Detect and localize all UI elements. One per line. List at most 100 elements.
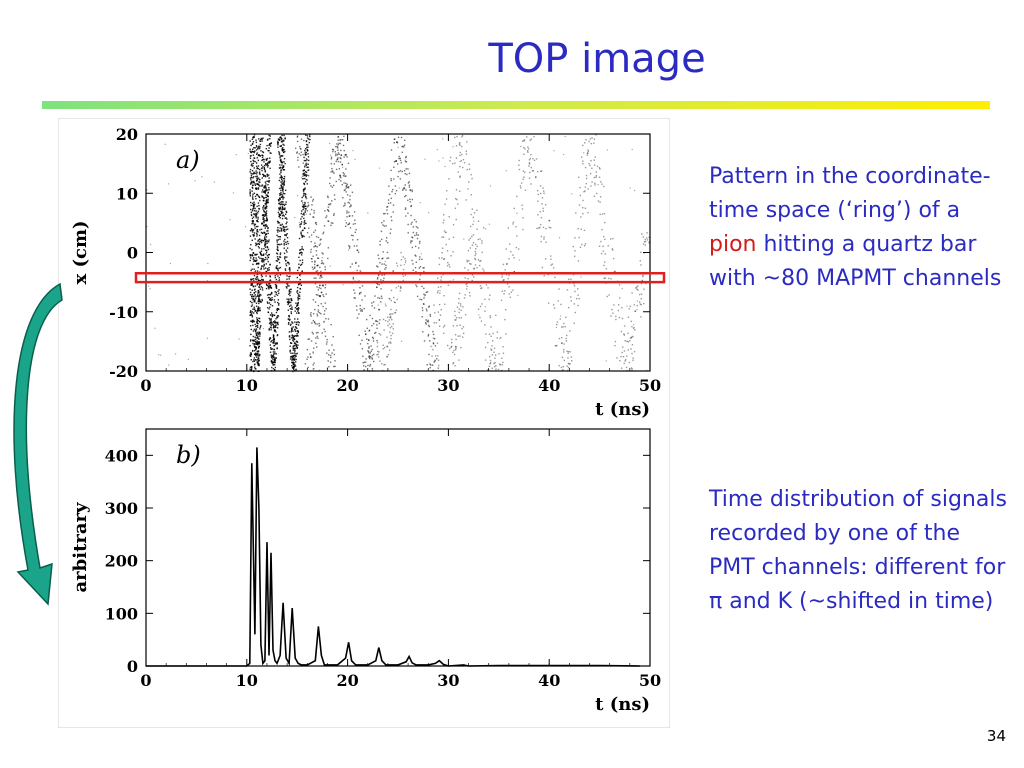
noise-point xyxy=(329,265,331,267)
scatter-point xyxy=(268,134,270,137)
scatter-point xyxy=(462,158,465,161)
scatter-point xyxy=(313,277,315,279)
scatter-point xyxy=(266,157,269,160)
scatter-point xyxy=(427,324,430,327)
scatter-point xyxy=(339,175,342,178)
scatter-point xyxy=(251,190,253,192)
scatter-point xyxy=(322,284,324,286)
scatter-point xyxy=(412,269,415,271)
scatter-point xyxy=(249,171,251,173)
scatter-point xyxy=(405,155,407,158)
scatter-point xyxy=(291,367,294,369)
scatter-point xyxy=(255,175,257,178)
scatter-point xyxy=(260,240,262,243)
scatter-point xyxy=(465,314,467,316)
scatter-point xyxy=(293,335,296,338)
scatter-point xyxy=(390,216,392,218)
scatter-point xyxy=(259,299,261,301)
scatter-point xyxy=(277,141,279,144)
scatter-point xyxy=(283,144,285,146)
scatter-point xyxy=(329,177,331,179)
scatter-point xyxy=(403,170,406,172)
scatter-point xyxy=(380,279,382,281)
scatter-point xyxy=(269,276,272,278)
scatter-point xyxy=(305,140,308,143)
scatter-point xyxy=(293,369,296,372)
scatter-point xyxy=(564,325,566,328)
scatter-point xyxy=(266,268,269,270)
scatter-point xyxy=(423,267,425,269)
scatter-point xyxy=(278,258,280,260)
scatter-point xyxy=(264,244,267,246)
scatter-point xyxy=(300,284,303,287)
scatter-point xyxy=(429,315,432,317)
scatter-point xyxy=(440,276,443,278)
scatter-point xyxy=(459,175,462,177)
scatter-point xyxy=(404,274,407,276)
scatter-point xyxy=(642,274,644,277)
scatter-point xyxy=(276,241,278,243)
scatter-point xyxy=(330,171,332,173)
scatter-point xyxy=(319,295,322,297)
scatter-point xyxy=(270,318,272,320)
scatter-point xyxy=(438,263,441,266)
scatter-point xyxy=(257,183,260,185)
scatter-point xyxy=(299,224,301,226)
scatter-point xyxy=(277,140,279,143)
scatter-point xyxy=(410,204,413,207)
scatter-point xyxy=(249,168,252,171)
scatter-point xyxy=(472,242,475,244)
noise-point xyxy=(262,327,265,330)
scatter-point xyxy=(251,142,254,145)
scatter-point xyxy=(345,222,348,224)
scatter-point xyxy=(249,259,251,262)
scatter-point xyxy=(260,325,262,327)
scatter-point xyxy=(300,264,302,266)
scatter-point xyxy=(268,298,271,301)
scatter-point xyxy=(386,355,388,358)
scatter-point xyxy=(260,254,263,256)
noise-point xyxy=(146,189,148,191)
scatter-point xyxy=(255,170,257,172)
scatter-point xyxy=(494,357,496,359)
scatter-point xyxy=(262,259,264,262)
scatter-point xyxy=(327,203,330,206)
scatter-point xyxy=(589,164,591,167)
scatter-point xyxy=(454,136,456,139)
ring-band xyxy=(560,137,593,372)
scatter-point xyxy=(405,189,407,191)
scatter-point xyxy=(455,157,458,159)
noise-point xyxy=(403,264,405,266)
scatter-point xyxy=(421,307,424,309)
scatter-point xyxy=(284,238,286,241)
noise-point xyxy=(323,320,325,323)
scatter-point xyxy=(307,366,309,369)
scatter-point xyxy=(404,160,407,163)
scatter-point xyxy=(639,260,641,262)
scatter-point xyxy=(481,251,483,254)
scatter-point xyxy=(614,344,616,347)
scatter-point xyxy=(358,293,361,295)
scatter-point xyxy=(288,299,290,301)
scatter-point xyxy=(319,266,321,269)
scatter-point xyxy=(408,186,411,188)
scatter-point xyxy=(321,260,323,262)
scatter-point xyxy=(268,147,270,149)
scatter-point xyxy=(470,194,472,196)
scatter-point xyxy=(285,222,287,225)
scatter-point xyxy=(386,212,389,215)
scatter-point xyxy=(257,231,259,233)
scatter-point xyxy=(580,228,583,230)
scatter-point xyxy=(310,356,312,358)
scatter-point xyxy=(324,286,326,289)
scatter-point xyxy=(497,368,500,371)
scatter-point xyxy=(250,339,252,341)
scatter-point xyxy=(253,295,255,297)
scatter-point xyxy=(274,358,276,361)
scatter-point xyxy=(423,297,425,299)
scatter-point xyxy=(562,369,564,371)
scatter-point xyxy=(344,154,346,156)
scatter-point xyxy=(256,342,259,345)
scatter-point xyxy=(294,330,297,333)
scatter-point xyxy=(249,208,252,211)
